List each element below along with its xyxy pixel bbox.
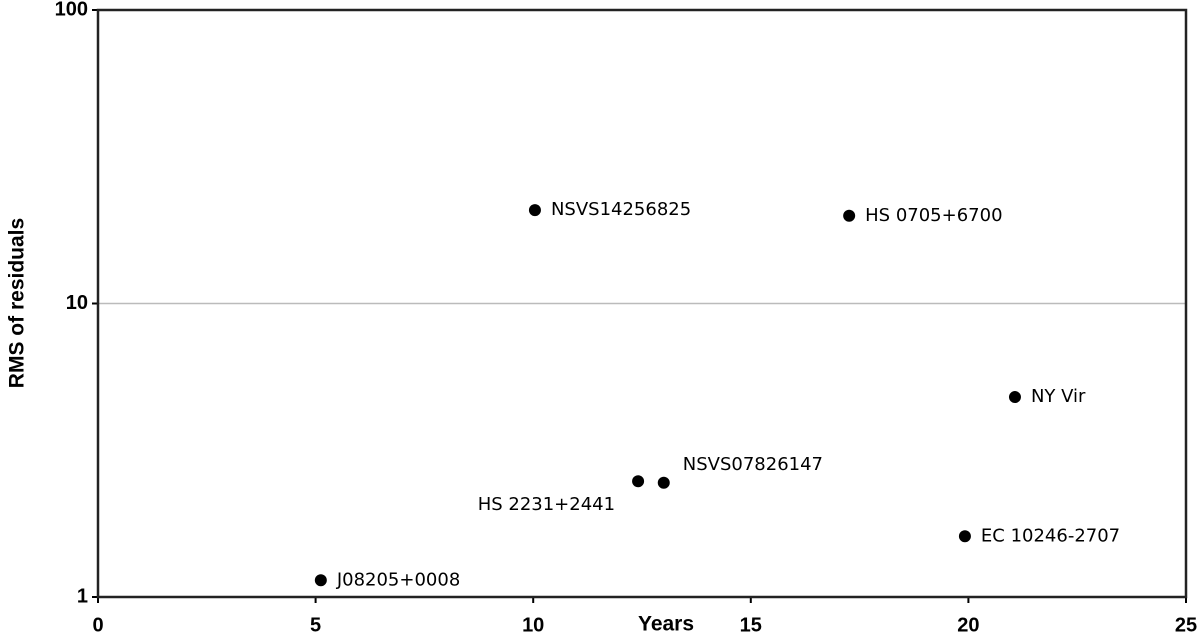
point [1008,391,1021,404]
point-label: NSVS14256825 [551,199,691,220]
x-axis-title: Years [638,613,694,636]
point-label: HS 0705+6700 [865,205,1002,226]
plot-frame [96,8,1188,599]
x-tick-label: 5 [310,614,321,636]
x-tick-label: 20 [957,614,979,636]
x-tick-label: 15 [740,614,762,636]
y-axis-title: RMS of residuals [6,218,29,388]
point [528,204,541,217]
point [843,209,856,222]
point [314,574,327,587]
point [958,530,971,543]
x-tick-label: 10 [522,614,544,636]
x-tick-label: 25 [1175,614,1197,636]
y-tick-label: 1 [77,585,88,607]
point-label: EC 10246-2707 [981,525,1120,546]
y-tick-label: 10 [66,292,88,314]
y-tick-label: 100 [55,0,88,20]
point [657,476,670,489]
point-label: NSVS07826147 [683,454,823,475]
x-tick-label: 0 [92,614,103,636]
point [632,475,645,488]
point-label: J08205+0008 [336,569,460,590]
point-label: NY Vir [1031,386,1086,407]
point-label: HS 2231+2441 [478,494,615,515]
